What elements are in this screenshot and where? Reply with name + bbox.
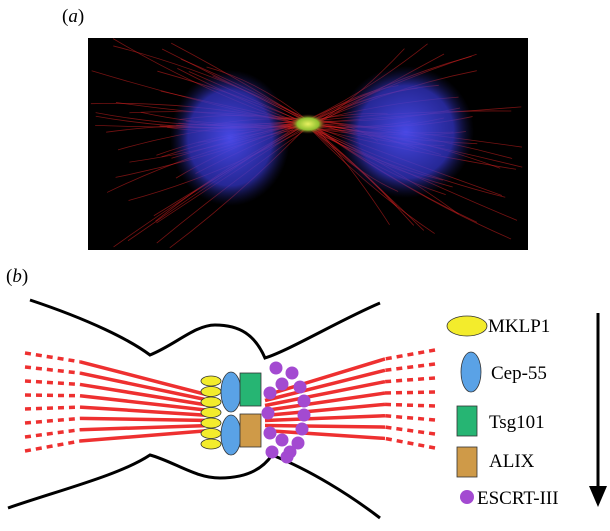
cep55-lower <box>220 414 242 456</box>
escrt-iii-ring <box>261 361 311 464</box>
mklp1-particle <box>200 417 222 429</box>
escrt-iii-particle <box>297 408 311 422</box>
microtubule-dashed <box>384 348 436 361</box>
microtubule-dashed <box>384 362 436 373</box>
left-chromatin-mass <box>170 70 290 206</box>
escrt-iii-particle <box>261 406 275 420</box>
mklp1-particle <box>200 438 222 450</box>
microtubule-dashed <box>24 393 81 398</box>
microtubule <box>79 371 211 403</box>
microtubule-dashed <box>24 405 81 411</box>
cep55-legend-icon <box>460 351 482 393</box>
microtubule <box>79 428 211 443</box>
lower-membrane <box>7 453 381 520</box>
mklp1-particle <box>200 386 222 397</box>
microtubule <box>264 428 386 441</box>
microtubule-dashed <box>24 416 81 425</box>
escrt-iii-particle <box>280 450 294 464</box>
upper-membrane <box>29 298 381 360</box>
microtubule <box>79 382 211 408</box>
microtubule <box>264 402 386 418</box>
escrt-iii-particle <box>263 386 277 400</box>
escrt-iii-legend-icon <box>460 490 474 504</box>
left-microtubules <box>24 351 211 453</box>
microtubule-dashed <box>384 402 436 408</box>
mklp1-legend-icon <box>446 315 488 337</box>
legend-label-escrt-iii: ESCRT-III <box>477 488 559 509</box>
microtubule <box>264 413 386 423</box>
legend-label-alix: ALIX <box>489 451 535 472</box>
escrt-iii-particle <box>275 433 289 447</box>
legend-label-mklp1: MKLP1 <box>488 316 550 337</box>
microtubule-dashed <box>24 365 81 375</box>
panel-a-label: (a) <box>62 6 85 27</box>
microtubule <box>264 391 386 413</box>
microtubule-dashed <box>384 425 436 436</box>
legend-label-cep55: Cep-55 <box>491 363 547 384</box>
microtubule <box>79 394 211 413</box>
microtubule-dashed <box>24 439 81 453</box>
microtubule-dashed <box>24 427 81 439</box>
right-microtubules <box>264 348 436 450</box>
panel-b-label: (b) <box>6 266 29 287</box>
escrt-iii-particle <box>265 445 279 459</box>
microtubule <box>264 379 386 408</box>
microtubule <box>264 368 386 403</box>
abscission-diagram: MKLP1 Cep-55 Tsg101 ALIX ESCRT-III <box>7 298 607 520</box>
escrt-iii-particle <box>263 426 277 440</box>
microtubule-dashed <box>384 413 436 422</box>
microtubule <box>79 423 211 432</box>
escrt-iii-particle <box>285 366 299 380</box>
escrt-iii-particle <box>295 422 309 436</box>
cep55-upper <box>220 371 242 413</box>
right-chromatin-mass <box>338 66 474 198</box>
mklp1-particle <box>200 407 222 418</box>
mklp1-particle <box>200 375 222 387</box>
escrt-iii-particle <box>291 436 305 450</box>
microtubule <box>79 416 211 423</box>
escrt-iii-particle <box>275 377 289 391</box>
legend: MKLP1 Cep-55 Tsg101 ALIX ESCRT-III <box>446 315 559 509</box>
microtubule <box>79 405 211 418</box>
escrt-iii-particle <box>269 361 283 375</box>
mklp1-cluster <box>200 375 222 450</box>
midbody-spot <box>290 114 326 134</box>
microtubule <box>79 360 211 398</box>
tsg101-legend-icon <box>456 405 478 437</box>
microtubule-dashed <box>24 379 81 387</box>
fluorescence-micrograph <box>88 38 528 250</box>
microtubule <box>264 423 386 429</box>
mklp1-particle <box>200 396 222 408</box>
microtubule-dashed <box>384 376 436 384</box>
tsg101-box <box>239 372 262 407</box>
microtubule-dashed <box>384 436 436 450</box>
alix-legend-icon <box>456 446 478 478</box>
escrt-iii-particle <box>293 380 307 394</box>
mklp1-particle <box>200 428 222 439</box>
microtubule-dashed <box>24 351 81 364</box>
microtubule-dashed <box>384 390 436 395</box>
escrt-iii-particle <box>297 394 311 408</box>
legend-label-tsg101: Tsg101 <box>489 412 545 433</box>
alix-box <box>239 413 262 448</box>
arrow-down-icon <box>589 486 607 507</box>
